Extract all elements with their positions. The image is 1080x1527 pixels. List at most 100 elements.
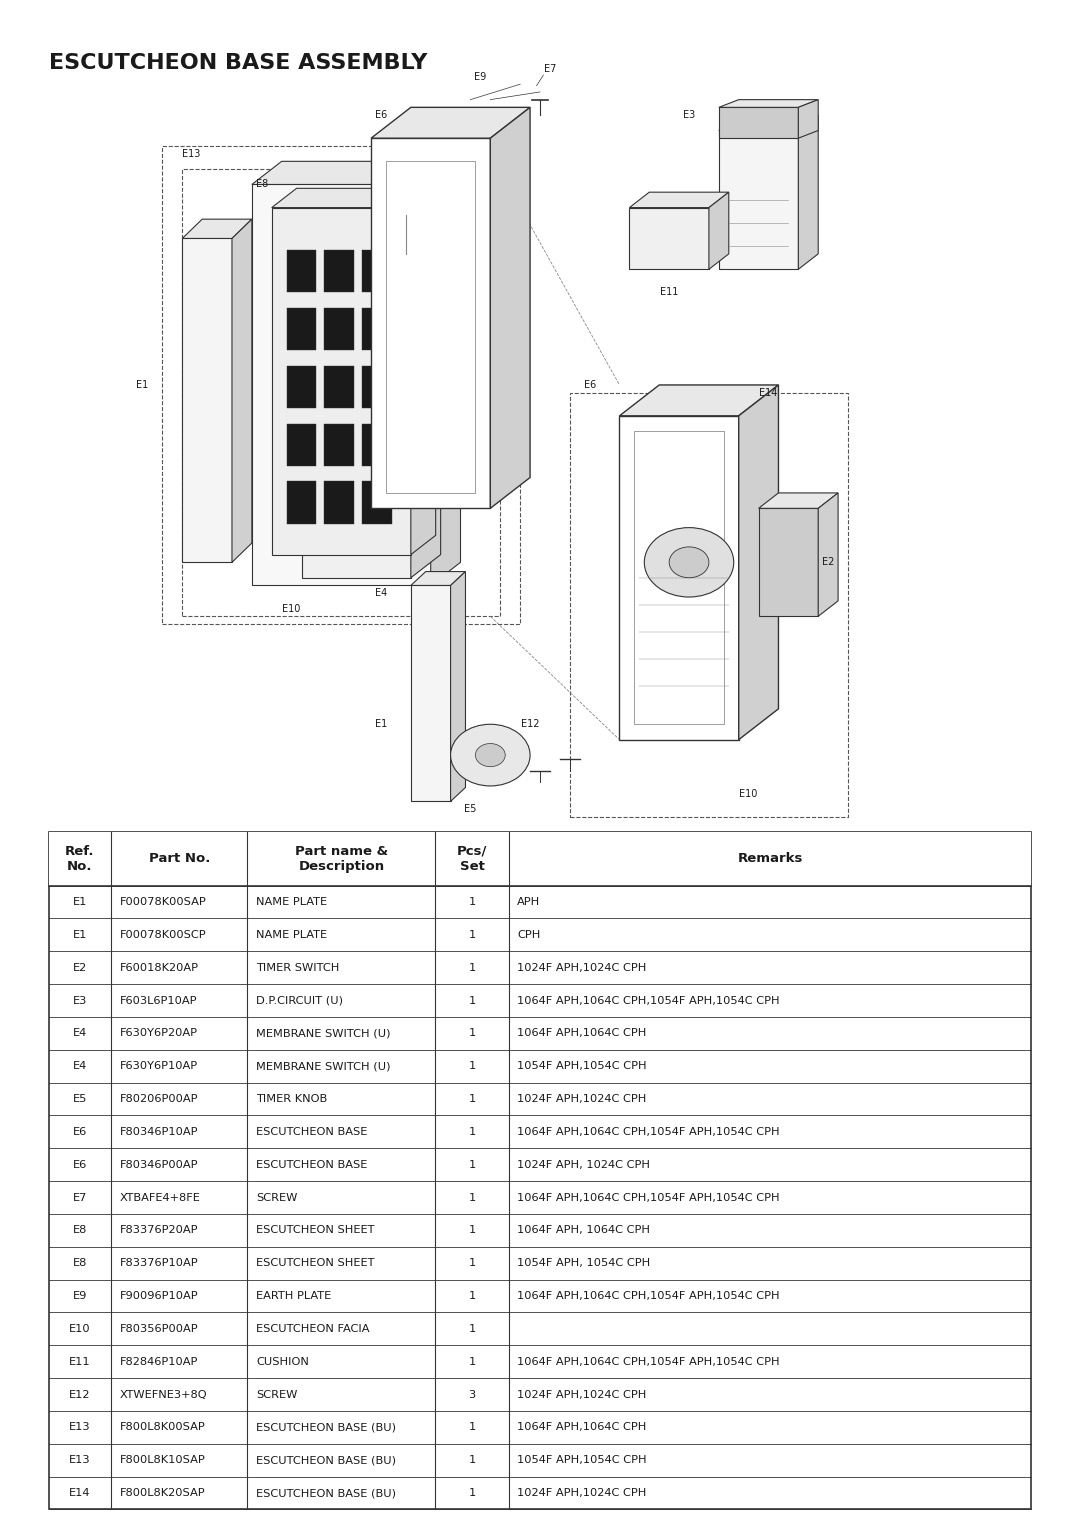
Text: APH: APH xyxy=(517,896,540,907)
Bar xyxy=(362,365,392,408)
Text: E5: E5 xyxy=(464,805,476,814)
Polygon shape xyxy=(431,162,460,585)
Text: CPH: CPH xyxy=(517,930,541,941)
Text: XTBAFE4+8FE: XTBAFE4+8FE xyxy=(120,1193,201,1203)
Bar xyxy=(324,250,354,293)
Bar xyxy=(162,147,521,625)
Circle shape xyxy=(670,547,708,577)
Bar xyxy=(286,365,316,408)
Text: ESCUTCHEON BASE: ESCUTCHEON BASE xyxy=(256,1127,367,1138)
Polygon shape xyxy=(372,139,490,508)
Text: 1024F APH,1024C CPH: 1024F APH,1024C CPH xyxy=(517,962,647,973)
Text: 1: 1 xyxy=(469,1225,475,1235)
Text: E4: E4 xyxy=(72,1028,87,1038)
Text: F82846P10AP: F82846P10AP xyxy=(120,1356,199,1367)
Bar xyxy=(286,423,316,466)
Bar xyxy=(286,308,316,350)
Text: ESCUTCHEON BASE (BU): ESCUTCHEON BASE (BU) xyxy=(256,1455,396,1466)
Text: ESCUTCHEON BASE (BU): ESCUTCHEON BASE (BU) xyxy=(256,1422,396,1432)
Text: 1: 1 xyxy=(469,1193,475,1203)
Text: SCREW: SCREW xyxy=(256,1193,297,1203)
Text: E4: E4 xyxy=(375,588,387,599)
Bar xyxy=(634,431,724,724)
Text: E10: E10 xyxy=(282,603,301,614)
Text: F800L8K00SAP: F800L8K00SAP xyxy=(120,1422,205,1432)
Text: TIMER SWITCH: TIMER SWITCH xyxy=(256,962,339,973)
Polygon shape xyxy=(798,99,819,139)
Text: SCREW: SCREW xyxy=(256,1390,297,1400)
Text: NAME PLATE: NAME PLATE xyxy=(256,930,327,941)
Text: ESCUTCHEON FACIA: ESCUTCHEON FACIA xyxy=(256,1324,369,1335)
Text: 1064F APH,1064C CPH,1054F APH,1054C CPH: 1064F APH,1064C CPH,1054F APH,1054C CPH xyxy=(517,1127,780,1138)
Text: 1064F APH,1064C CPH: 1064F APH,1064C CPH xyxy=(517,1422,647,1432)
Text: ESCUTCHEON BASE (BU): ESCUTCHEON BASE (BU) xyxy=(256,1487,396,1498)
Polygon shape xyxy=(719,107,798,139)
Text: E8: E8 xyxy=(72,1258,87,1269)
Polygon shape xyxy=(620,415,739,739)
Polygon shape xyxy=(739,385,779,739)
Text: EARTH PLATE: EARTH PLATE xyxy=(256,1290,332,1301)
Text: F80346P10AP: F80346P10AP xyxy=(120,1127,199,1138)
Text: F83376P10AP: F83376P10AP xyxy=(120,1258,199,1269)
Text: 1: 1 xyxy=(469,1487,475,1498)
Polygon shape xyxy=(272,208,410,554)
Circle shape xyxy=(450,724,530,786)
Text: E4: E4 xyxy=(72,1061,87,1072)
Text: CUSHION: CUSHION xyxy=(256,1356,309,1367)
Bar xyxy=(324,481,354,524)
Text: 1064F APH, 1064C CPH: 1064F APH, 1064C CPH xyxy=(517,1225,650,1235)
Polygon shape xyxy=(758,508,819,617)
Bar xyxy=(324,423,354,466)
Bar xyxy=(362,423,392,466)
Text: NAME PLATE: NAME PLATE xyxy=(256,896,327,907)
Text: E14: E14 xyxy=(759,388,778,397)
Text: F00078K00SAP: F00078K00SAP xyxy=(120,896,206,907)
Polygon shape xyxy=(630,208,708,269)
Text: E6: E6 xyxy=(72,1127,87,1138)
Text: F00078K00SCP: F00078K00SCP xyxy=(120,930,206,941)
Text: 1: 1 xyxy=(469,896,475,907)
Text: 1054F APH,1054C CPH: 1054F APH,1054C CPH xyxy=(517,1061,647,1072)
Text: Remarks: Remarks xyxy=(738,852,802,866)
Text: E13: E13 xyxy=(69,1455,91,1466)
Text: ESCUTCHEON BASE ASSEMBLY: ESCUTCHEON BASE ASSEMBLY xyxy=(49,53,427,73)
Text: 1: 1 xyxy=(469,1455,475,1466)
Polygon shape xyxy=(450,571,465,802)
Text: E12: E12 xyxy=(521,719,539,730)
Bar xyxy=(286,481,316,524)
Text: ESCUTCHEON BASE: ESCUTCHEON BASE xyxy=(256,1159,367,1170)
Polygon shape xyxy=(372,107,530,139)
Text: E11: E11 xyxy=(69,1356,91,1367)
Text: E9: E9 xyxy=(72,1290,87,1301)
Polygon shape xyxy=(410,585,450,802)
Bar xyxy=(286,250,316,293)
Polygon shape xyxy=(819,493,838,617)
Text: F800L8K20SAP: F800L8K20SAP xyxy=(120,1487,205,1498)
Bar xyxy=(362,481,392,524)
Text: E7: E7 xyxy=(543,64,556,73)
Polygon shape xyxy=(758,493,838,508)
Text: 1: 1 xyxy=(469,1159,475,1170)
Text: F630Y6P10AP: F630Y6P10AP xyxy=(120,1061,198,1072)
Text: E2: E2 xyxy=(72,962,87,973)
Bar xyxy=(49,832,1031,1509)
Text: Part name &
Description: Part name & Description xyxy=(295,844,388,873)
Text: XTWEFNE3+8Q: XTWEFNE3+8Q xyxy=(120,1390,207,1400)
Bar xyxy=(257,192,406,562)
Text: E5: E5 xyxy=(72,1093,87,1104)
Polygon shape xyxy=(410,188,435,554)
Bar xyxy=(324,365,354,408)
Text: 1: 1 xyxy=(469,962,475,973)
Bar xyxy=(362,250,392,293)
Text: Part No.: Part No. xyxy=(149,852,210,866)
Text: MEMBRANE SWITCH (U): MEMBRANE SWITCH (U) xyxy=(256,1061,390,1072)
Text: E7: E7 xyxy=(72,1193,87,1203)
Bar xyxy=(49,832,1031,886)
Text: 1054F APH,1054C CPH: 1054F APH,1054C CPH xyxy=(517,1455,647,1466)
Text: E9: E9 xyxy=(474,72,486,81)
Text: E13: E13 xyxy=(69,1422,91,1432)
Text: D.P.CIRCUIT (U): D.P.CIRCUIT (U) xyxy=(256,996,342,1006)
Text: 1: 1 xyxy=(469,1028,475,1038)
Text: F80346P00AP: F80346P00AP xyxy=(120,1159,199,1170)
Text: E3: E3 xyxy=(683,110,696,121)
